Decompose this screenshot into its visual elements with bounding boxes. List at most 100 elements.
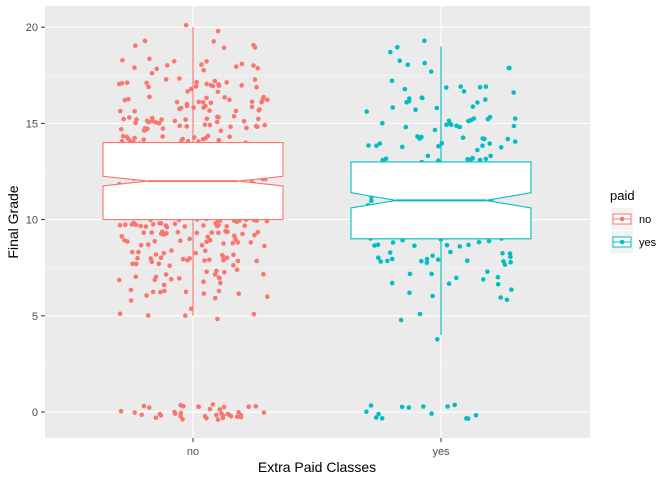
data-point	[511, 123, 517, 129]
data-point	[477, 157, 483, 163]
data-point	[402, 86, 408, 92]
data-point	[216, 288, 222, 294]
data-point	[228, 414, 234, 419]
data-point	[495, 282, 501, 287]
data-point	[509, 287, 514, 293]
data-point	[512, 116, 518, 121]
data-point	[444, 85, 449, 90]
data-point	[366, 143, 371, 148]
data-point	[252, 77, 258, 82]
data-point	[120, 133, 126, 139]
data-point	[249, 104, 255, 110]
data-point	[428, 69, 434, 74]
data-point	[482, 136, 487, 142]
data-point	[194, 79, 199, 85]
data-point	[221, 241, 226, 246]
data-point	[123, 222, 128, 228]
data-point	[498, 145, 504, 150]
data-point	[233, 108, 239, 114]
data-point	[429, 411, 434, 416]
data-point	[234, 219, 240, 225]
data-point	[201, 279, 206, 285]
data-point	[209, 230, 215, 235]
data-point	[424, 260, 430, 266]
data-point	[178, 414, 183, 419]
data-point	[210, 402, 216, 407]
data-point	[177, 76, 182, 81]
data-point	[144, 293, 149, 298]
data-point	[126, 97, 131, 102]
data-point	[158, 231, 164, 237]
data-point	[159, 117, 164, 122]
legend-label-no: no	[639, 214, 651, 226]
data-point	[183, 313, 188, 318]
data-point	[225, 411, 230, 417]
data-point	[218, 280, 223, 286]
data-point	[122, 97, 128, 103]
data-point	[434, 105, 440, 111]
data-point	[203, 248, 208, 254]
data-point	[204, 95, 209, 101]
data-point	[202, 122, 208, 127]
data-point	[227, 134, 232, 139]
data-point	[133, 274, 139, 280]
data-point	[483, 97, 488, 102]
data-point	[169, 248, 174, 253]
data-point	[124, 80, 130, 85]
data-point	[254, 84, 259, 90]
data-point	[216, 82, 221, 87]
data-point	[224, 255, 230, 260]
data-point	[378, 259, 384, 264]
data-point	[397, 58, 403, 64]
data-point	[173, 411, 178, 416]
data-point	[239, 83, 244, 88]
data-point	[501, 259, 506, 264]
data-point	[251, 63, 256, 68]
data-point	[215, 417, 221, 422]
data-point	[183, 22, 189, 28]
data-point	[216, 230, 221, 236]
data-point	[448, 122, 454, 128]
data-point	[254, 258, 259, 264]
data-point	[495, 274, 501, 280]
data-point	[128, 287, 134, 293]
data-point	[207, 238, 213, 243]
data-point	[242, 223, 247, 228]
data-point	[435, 257, 441, 262]
data-point	[117, 81, 122, 87]
data-point	[133, 120, 138, 126]
data-point	[133, 43, 138, 48]
data-point	[421, 404, 426, 409]
data-point	[132, 109, 137, 114]
data-point	[158, 255, 164, 260]
data-point	[215, 28, 221, 34]
data-point	[161, 282, 167, 288]
data-point	[454, 275, 459, 281]
data-point	[255, 116, 261, 122]
data-point	[385, 258, 390, 264]
data-point	[436, 144, 441, 149]
data-point	[261, 410, 267, 415]
data-point	[407, 290, 412, 296]
y-tick-label: 5	[32, 311, 38, 323]
data-point	[117, 311, 123, 317]
y-tick-label: 10	[26, 215, 38, 227]
data-point	[419, 95, 425, 100]
data-point	[465, 416, 471, 421]
data-point	[204, 416, 209, 421]
data-point	[372, 243, 377, 248]
data-point	[473, 413, 479, 418]
data-point	[150, 222, 156, 227]
data-point	[215, 114, 220, 120]
data-point	[149, 71, 155, 76]
data-point	[178, 410, 184, 416]
data-point	[177, 276, 182, 281]
data-point	[383, 156, 389, 162]
data-point	[390, 240, 396, 245]
data-point	[177, 123, 182, 129]
data-point	[163, 272, 169, 277]
data-point	[235, 240, 241, 245]
x-axis-title: Extra Paid Classes	[258, 459, 376, 475]
data-point	[234, 414, 240, 420]
